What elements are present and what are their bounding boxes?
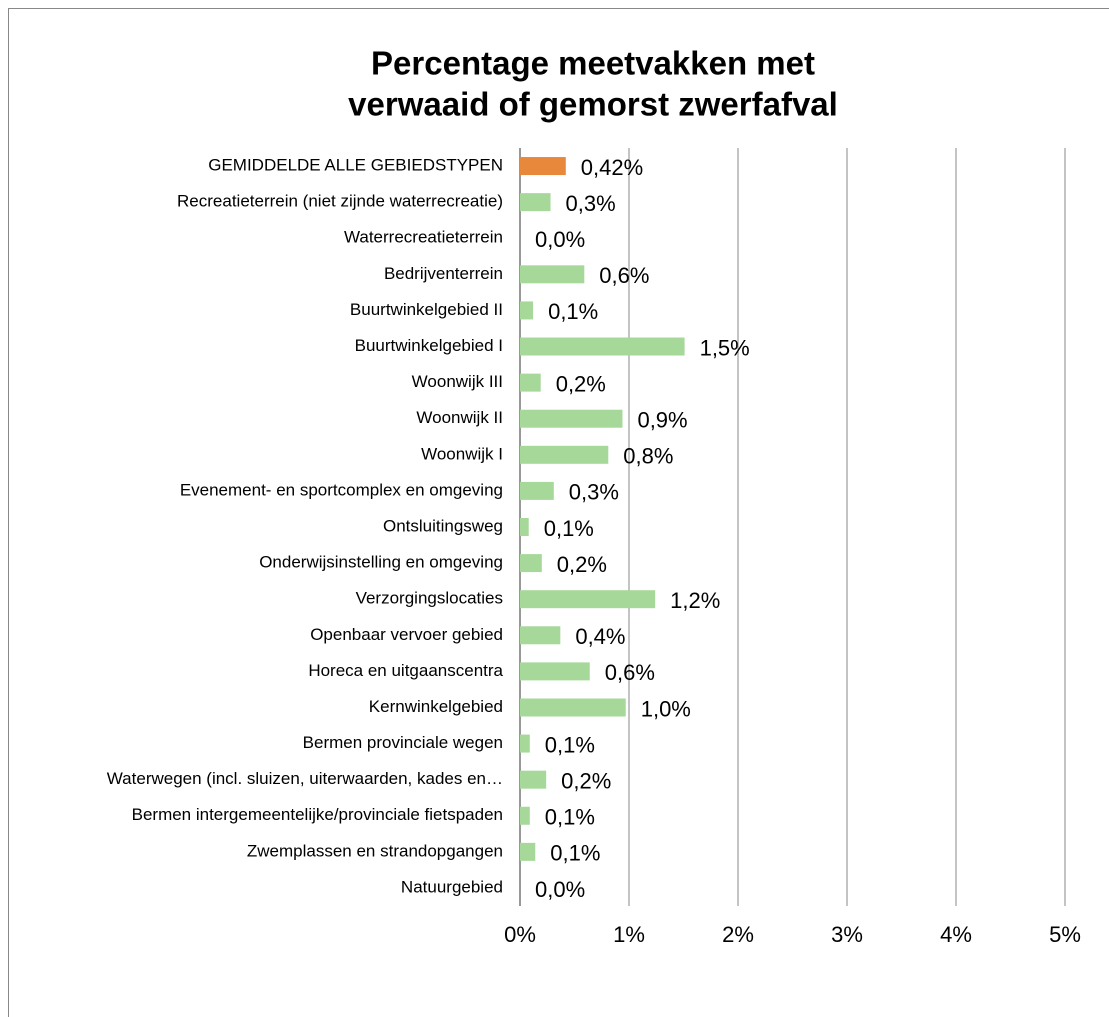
value-label: 0,6% (599, 263, 649, 288)
bar (520, 518, 529, 536)
bar (520, 590, 656, 609)
y-tick-label: Buurtwinkelgebied II (350, 300, 503, 319)
chart-title: verwaaid of gemorst zwerfafval (348, 86, 838, 123)
value-label: 1,2% (670, 588, 720, 613)
y-tick-label: Woonwijk II (416, 408, 503, 427)
y-tick-label: Woonwijk I (421, 444, 503, 463)
x-tick-label: 3% (831, 922, 863, 947)
value-label: 0,1% (545, 805, 595, 830)
value-label: 0,3% (569, 480, 619, 505)
bar (520, 157, 566, 176)
y-tick-label: Verzorgingslocaties (356, 589, 503, 608)
bar (520, 662, 590, 681)
value-label: 0,8% (623, 444, 673, 469)
bar (520, 481, 554, 500)
bar (520, 842, 536, 861)
y-tick-label: Horeca en uitgaanscentra (308, 661, 503, 680)
y-tick-label: Bermen provinciale wegen (303, 733, 503, 752)
value-label: 0,42% (581, 155, 643, 180)
y-tick-label: Onderwijsinstelling en omgeving (259, 553, 503, 572)
y-tick-label: Openbaar vervoer gebied (310, 625, 503, 644)
bar (520, 193, 551, 212)
value-label: 0,2% (557, 552, 607, 577)
value-label: 0,3% (566, 191, 616, 216)
value-label: 0,1% (545, 732, 595, 757)
x-tick-label: 1% (613, 922, 645, 947)
bar (520, 554, 542, 573)
bar (520, 734, 530, 753)
bar (520, 445, 609, 464)
value-label: 0,6% (605, 660, 655, 685)
bar (520, 626, 561, 645)
y-tick-label: Bedrijventerrein (384, 264, 503, 283)
bar (520, 770, 547, 789)
y-tick-label: Buurtwinkelgebied I (355, 336, 503, 355)
chart-title: Percentage meetvakken met (371, 45, 815, 82)
value-label: 0,1% (550, 841, 600, 866)
bar (520, 698, 626, 717)
value-label: 0,9% (637, 408, 687, 433)
frame (8, 8, 1109, 1017)
x-tick-label: 0% (504, 922, 536, 947)
y-tick-label: Kernwinkelgebied (369, 697, 503, 716)
y-tick-label: GEMIDDELDE ALLE GEBIEDSTYPEN (208, 156, 503, 175)
x-tick-label: 5% (1049, 922, 1081, 947)
y-tick-label: Waterrecreatieterrein (344, 228, 503, 247)
bar (520, 373, 541, 392)
value-label: 0,2% (556, 371, 606, 396)
value-label: 0,4% (575, 624, 625, 649)
y-tick-label: Natuurgebied (401, 877, 503, 896)
value-label: 1,5% (700, 335, 750, 360)
y-tick-label: Bermen intergemeentelijke/provinciale fi… (132, 805, 503, 824)
y-tick-label: Evenement- en sportcomplex en omgeving (180, 480, 503, 499)
bar (520, 409, 623, 428)
x-tick-label: 4% (940, 922, 972, 947)
value-label: 1,0% (641, 696, 691, 721)
y-tick-label: Woonwijk III (412, 372, 503, 391)
bar (520, 337, 685, 356)
value-label: 0,2% (561, 768, 611, 793)
y-tick-label: Recreatieterrein (niet zijnde waterrecre… (177, 192, 503, 211)
value-label: 0,0% (535, 227, 585, 252)
value-label: 0,1% (548, 299, 598, 324)
x-tick-label: 2% (722, 922, 754, 947)
value-label: 0,0% (535, 877, 585, 902)
bar (520, 806, 530, 825)
y-tick-label: Zwemplassen en strandopgangen (247, 841, 503, 860)
y-tick-label: Ontsluitingsweg (383, 516, 503, 535)
value-label: 0,1% (544, 516, 594, 541)
bar (520, 301, 534, 320)
y-tick-label: Waterwegen (incl. sluizen, uiterwaarden,… (107, 769, 503, 788)
bar (520, 265, 585, 284)
